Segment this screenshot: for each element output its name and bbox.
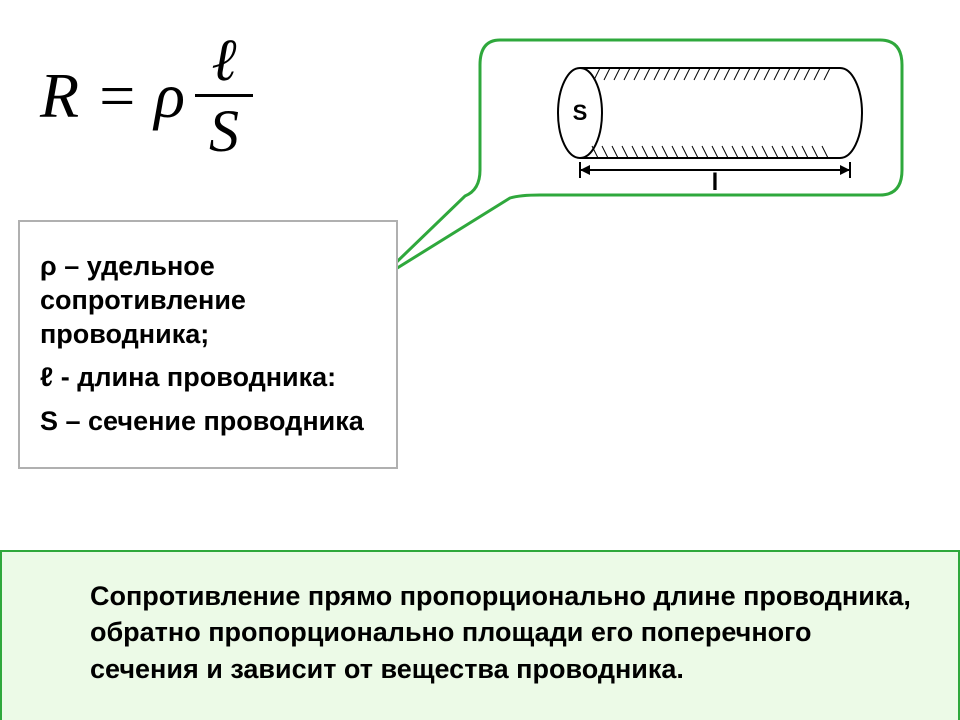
formula-rho: ρ [154, 60, 185, 131]
bottom-statement: Сопротивление прямо пропорционально длин… [90, 578, 920, 687]
formula-numerator: ℓ [195, 30, 253, 94]
formula-denominator: S [195, 94, 253, 161]
cylinder-callout: S l [370, 20, 930, 300]
cylinder-section-label: S [573, 100, 588, 125]
definition-ell: ℓ - длина проводника: [40, 361, 378, 395]
formula-eq: = [79, 60, 154, 131]
formula-fraction: ℓ S [195, 30, 253, 161]
cylinder-length-label: l [712, 169, 719, 196]
formula-R: R [40, 60, 79, 131]
definition-rho: ρ – удельное сопротивление проводника; [40, 250, 378, 351]
resistance-formula: R = ρ ℓ S [40, 30, 253, 161]
definition-s: S – сечение проводника [40, 405, 378, 439]
definitions-box: ρ – удельное сопротивление проводника; ℓ… [18, 220, 398, 469]
